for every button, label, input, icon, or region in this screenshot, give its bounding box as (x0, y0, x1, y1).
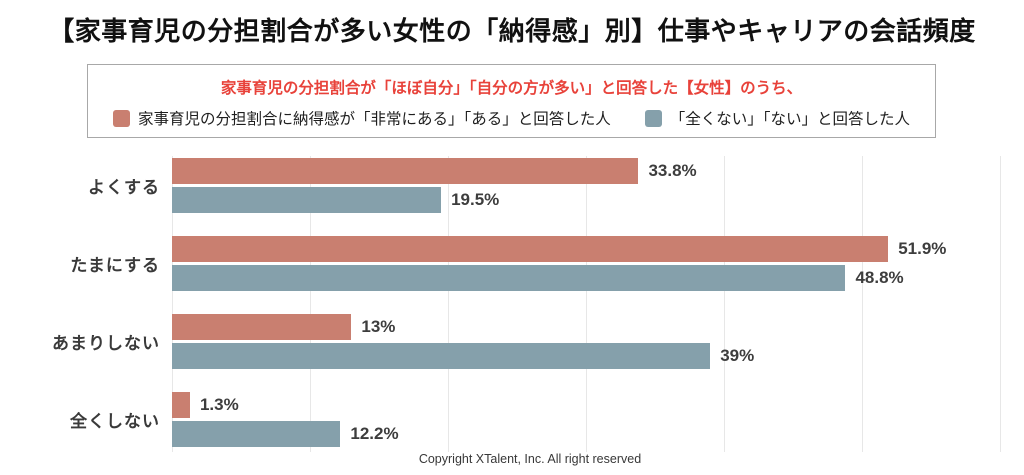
chart-title: 【家事育児の分担割合が多い女性の「納得感」別】仕事やキャリアの会話頻度 (48, 16, 976, 46)
gridline-10 (310, 156, 311, 452)
category-label-3: 全くしない (70, 412, 160, 431)
category-label-2: あまりしない (52, 334, 160, 353)
gridline-60 (1000, 156, 1001, 452)
gridline-20 (448, 156, 449, 452)
legend-items: 家事育児の分担割合に納得感が「非常にある」「ある」と回答した人 「全くない」「な… (88, 107, 935, 129)
value-label-not-satisfied-3: 12.2% (350, 424, 399, 443)
gridline-0 (172, 156, 173, 452)
legend-label-satisfied: 家事育児の分担割合に納得感が「非常にある」「ある」と回答した人 (137, 111, 611, 128)
legend-swatch-not-satisfied (644, 109, 662, 127)
legend-swatch-satisfied (112, 109, 130, 127)
value-label-satisfied-3: 1.3% (199, 395, 239, 414)
legend-box: 家事育児の分担割合が「ほぼ自分」「自分の方が多い」と回答した【女性】のうち、 家… (87, 64, 936, 138)
value-label-not-satisfied-2: 39% (720, 346, 755, 365)
bar-not-satisfied-2 (172, 343, 711, 369)
bar-satisfied-1 (172, 236, 889, 262)
legend-label-not-satisfied: 「全くない」「ない」と回答した人 (669, 111, 911, 128)
value-label-satisfied-0: 33.8% (648, 161, 697, 180)
category-label-1: たまにする (70, 256, 160, 275)
bar-chart: よくする 33.8% 19.5% たまにする 51.9% 48.8% あまりしない 13% 39… (0, 150, 1024, 452)
bar-not-satisfied-3 (172, 421, 341, 447)
copyright-text: Copyright XTalent, Inc. All right reserv… (418, 452, 642, 466)
value-label-not-satisfied-0: 19.5% (451, 190, 500, 209)
bar-not-satisfied-1 (172, 265, 846, 291)
legend-heading: 家事育児の分担割合が「ほぼ自分」「自分の方が多い」と回答した【女性】のうち、 (220, 80, 803, 97)
value-label-not-satisfied-1: 48.8% (855, 268, 904, 287)
bar-satisfied-3 (172, 392, 190, 418)
gridline-40 (724, 156, 725, 452)
bar-satisfied-2 (172, 314, 352, 340)
category-label-0: よくする (88, 178, 160, 197)
gridline-30 (586, 156, 587, 452)
legend-item-satisfied: 家事育児の分担割合に納得感が「非常にある」「ある」と回答した人 (112, 107, 611, 129)
value-label-satisfied-1: 51.9% (898, 239, 947, 258)
gridline-50 (862, 156, 863, 452)
legend-item-not-satisfied: 「全くない」「ない」と回答した人 (644, 107, 911, 129)
bar-not-satisfied-0 (172, 187, 442, 213)
bar-satisfied-0 (172, 158, 639, 184)
value-label-satisfied-2: 13% (361, 317, 396, 336)
